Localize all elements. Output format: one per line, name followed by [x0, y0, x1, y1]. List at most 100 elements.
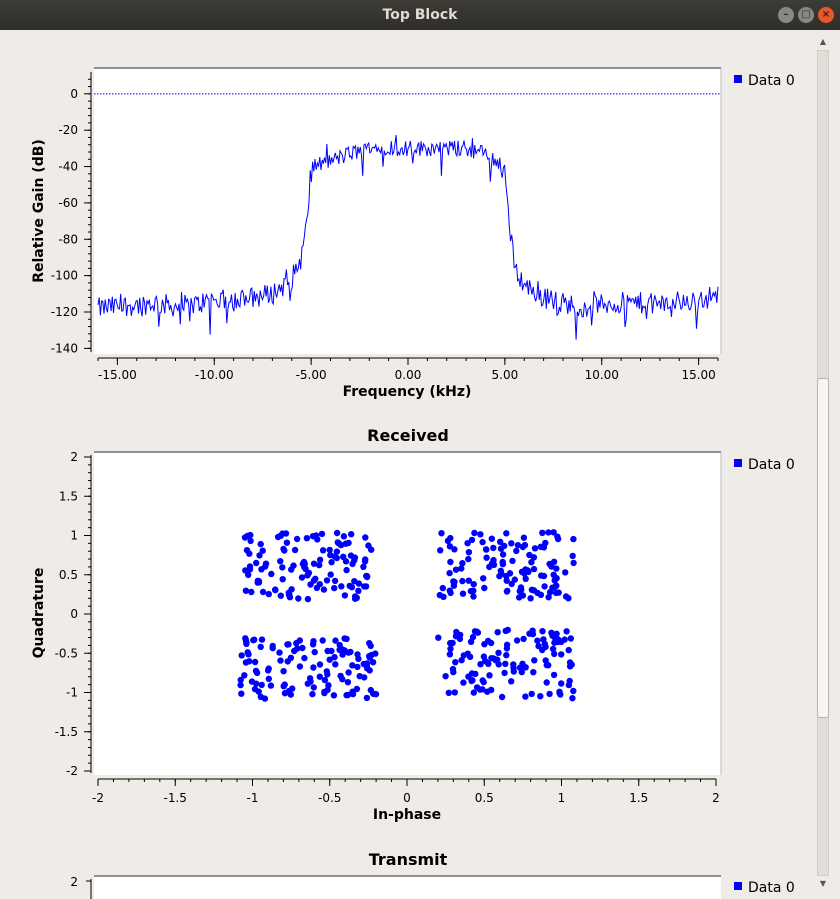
scatter-point [248, 588, 255, 596]
scatter-point [293, 535, 301, 543]
scatter-point [539, 628, 546, 635]
scatter-point [530, 554, 538, 561]
scatter-point [368, 546, 375, 553]
scatter-point [344, 691, 352, 699]
scatter-point [539, 529, 546, 536]
scatter-point [465, 673, 472, 680]
scatter-point [237, 676, 244, 684]
scatter-point [346, 582, 353, 590]
scatter-point [257, 693, 264, 700]
scatter-point [526, 630, 533, 637]
scatter-point [537, 591, 545, 598]
scatter-point [241, 672, 248, 679]
scatter-point [451, 578, 458, 586]
received-plot[interactable]: Received 2 1.5 1 0.5 0 -0.5 -1 -1.5 -2 -2 -1.5 -1 -… [31, 426, 795, 823]
scatter-point [274, 533, 282, 541]
scatter-point [343, 566, 350, 574]
scatter-point [446, 587, 453, 594]
scatter-point [553, 565, 560, 572]
scatter-point [310, 664, 317, 671]
scatter-point [557, 691, 564, 698]
scatter-point [332, 661, 339, 668]
scatter-point [310, 684, 317, 691]
scatter-point [279, 564, 286, 571]
scatter-point [451, 689, 458, 696]
transmit-plot[interactable]: Transmit 2 Data 0 [70, 850, 795, 899]
scroll-up-icon[interactable]: ▲ [819, 37, 827, 46]
scatter-point [488, 560, 496, 568]
scatter-point [499, 560, 507, 568]
scatter-point [471, 529, 478, 537]
scatter-point [508, 540, 515, 547]
scatter-point [499, 551, 507, 558]
scatter-point [304, 572, 311, 579]
scatter-point [518, 668, 525, 676]
legend-marker-data-0 [734, 459, 742, 467]
scatter-point [241, 534, 249, 541]
scatter-point [460, 679, 467, 686]
scatter-point [545, 662, 552, 669]
scatter-point [316, 556, 324, 563]
scrollbar-thumb[interactable] [817, 378, 829, 718]
scatter-point [484, 637, 492, 645]
scroll-down-icon[interactable]: ▼ [819, 879, 827, 888]
scatter-point [295, 595, 302, 602]
scatter-point [452, 659, 459, 666]
vertical-scrollbar[interactable]: ▲ ▼ [816, 36, 830, 890]
scatter-point [458, 657, 465, 664]
scatter-point [360, 563, 367, 570]
received-ytick-label: -1 [66, 686, 78, 700]
scatter-point [473, 628, 481, 635]
scatter-point [515, 594, 523, 601]
scatter-point [253, 669, 261, 676]
scatter-point [333, 548, 341, 555]
scatter-point [437, 547, 444, 554]
scatter-point [541, 583, 548, 590]
legend-label-data-0: Data 0 [748, 880, 795, 896]
scatter-point [548, 629, 555, 636]
scatter-point [459, 577, 466, 585]
received-xtick-label: -1 [247, 791, 259, 805]
minimize-icon[interactable]: – [778, 7, 794, 23]
scatter-point [323, 668, 330, 675]
scatter-point [498, 693, 506, 701]
scatter-point [331, 654, 338, 661]
maximize-icon[interactable]: □ [798, 7, 814, 23]
legend-label-data-0: Data 0 [748, 457, 795, 473]
received-ytick-label: -1.5 [55, 725, 78, 739]
scatter-point [366, 640, 373, 647]
scatter-point [331, 577, 339, 585]
spectrum-xtick-label: 5.00 [492, 368, 519, 382]
scatter-point [449, 639, 456, 647]
scatter-point [280, 668, 287, 675]
scatter-point [368, 651, 375, 659]
received-ytick-label: 1.5 [59, 489, 78, 503]
scatter-point [340, 533, 348, 540]
scatter-point [530, 565, 538, 573]
scatter-point [457, 631, 464, 639]
scatter-point [282, 530, 290, 537]
scatter-point [548, 563, 555, 570]
scatter-point [480, 575, 487, 582]
scatter-point [465, 555, 472, 563]
window-titlebar[interactable]: Top Block – □ × [0, 0, 840, 30]
received-xtick-label: 0 [403, 791, 411, 805]
spectrum-plot[interactable]: 0 -20 -40 -60 -80 -100 -120 -140 -15.00 -10.00 -5… [31, 67, 795, 400]
scatter-point [256, 552, 263, 559]
scatter-point [259, 588, 267, 596]
scatter-point [554, 535, 562, 543]
scatter-point [331, 553, 338, 560]
scatter-point [244, 649, 251, 656]
scatter-point [277, 558, 284, 565]
scatter-point [264, 667, 272, 674]
scatter-point [470, 593, 477, 600]
scatter-point [351, 557, 358, 564]
scatter-point [518, 568, 526, 575]
scatter-point [338, 583, 345, 590]
scatter-point [509, 557, 516, 565]
scatter-point [316, 561, 323, 569]
received-xtick-label: 1 [558, 791, 566, 805]
scatter-point [497, 545, 505, 552]
scatter-point [494, 629, 501, 636]
close-icon[interactable]: × [818, 7, 834, 23]
